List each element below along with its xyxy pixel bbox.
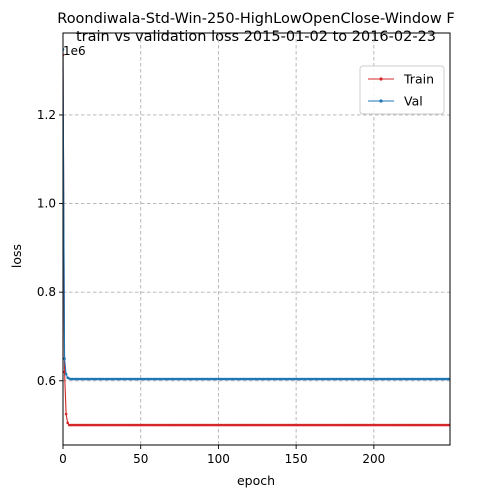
- x-tick-label: 50: [133, 452, 148, 466]
- chart-title-line-1: Roondiwala-Std-Win-250-HighLowOpenClose-…: [57, 11, 454, 27]
- x-tick-label: 100: [207, 452, 230, 466]
- x-tick-label: 200: [362, 452, 385, 466]
- y-axis-scale-note: 1e6: [63, 44, 86, 58]
- plot-frame: [62, 32, 451, 446]
- data-point-val: [64, 372, 68, 376]
- series-val: [63, 48, 450, 381]
- y-tick-label: 0.6: [37, 374, 56, 388]
- data-point-train: [66, 421, 69, 425]
- chart-title-line-2: train vs validation loss 2015-01-02 to 2…: [76, 29, 436, 45]
- series-layer: [63, 48, 450, 427]
- legend: Train Val: [359, 65, 445, 115]
- y-tick-label: 1.2: [37, 108, 56, 122]
- x-axis-label: epoch: [237, 473, 275, 488]
- data-point-train: [63, 370, 66, 374]
- y-tick-label: 0.8: [37, 285, 56, 299]
- axis-ticks: 0 50 100 150 200 0.6 0.8 1.0 1.2: [37, 108, 385, 466]
- legend-label-train: Train: [403, 72, 434, 87]
- legend-label-val: Val: [404, 94, 423, 109]
- series-train: [63, 53, 450, 427]
- data-point-val: [63, 357, 66, 360]
- x-tick-label: 0: [59, 452, 67, 466]
- y-axis-label: loss: [9, 244, 24, 268]
- x-tick-label: 150: [285, 452, 308, 466]
- legend-marker-train: [379, 77, 383, 81]
- legend-marker-val: [379, 99, 383, 103]
- data-point-train: [64, 412, 68, 416]
- y-tick-label: 1.0: [37, 197, 56, 211]
